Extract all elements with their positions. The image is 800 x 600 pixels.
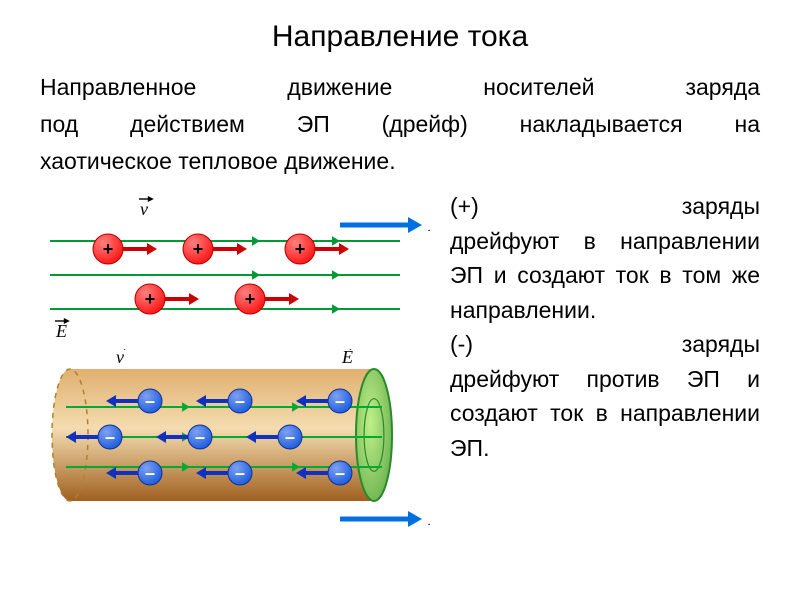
side-text-column: (+) заряды дрейфуют в направлении ЭП и с…: [450, 189, 760, 549]
svg-text:E: E: [341, 349, 353, 367]
para1-line1: (+) заряды: [450, 189, 760, 224]
content-row: + + + + + v E I – – – – – – – – – v E I (+) заряды дрейфую…: [40, 189, 760, 549]
svg-text:I: I: [427, 508, 430, 530]
negative-charges-diagram: – – – – – – – – – v E I: [40, 349, 430, 549]
svg-text:–: –: [285, 427, 295, 447]
para2-line1: (-) заряды: [450, 327, 760, 362]
diagrams-column: + + + + + v E I – – – – – – – – – v E I: [40, 189, 430, 549]
svg-text:I: I: [427, 214, 430, 236]
svg-text:+: +: [245, 289, 256, 309]
positive-charges-diagram: + + + + + v E I: [40, 189, 430, 349]
intro-l2: под действием ЭП (дрейф) накладывается н…: [40, 109, 760, 140]
svg-text:E: E: [55, 321, 67, 341]
svg-text:v: v: [116, 349, 124, 367]
svg-text:–: –: [235, 391, 245, 411]
intro-l3: хаотическое тепловое движение.: [40, 146, 760, 177]
para1-rest: дрейфуют в направлении ЭП и создают ток …: [450, 224, 760, 328]
svg-text:–: –: [105, 427, 115, 447]
svg-text:–: –: [235, 463, 245, 483]
intro-l1: Направленное движение носителей заряда: [40, 72, 760, 103]
svg-text:v: v: [140, 199, 148, 219]
svg-text:–: –: [145, 391, 155, 411]
svg-text:–: –: [195, 427, 205, 447]
svg-text:+: +: [145, 289, 156, 309]
svg-text:+: +: [103, 239, 114, 259]
svg-text:–: –: [335, 391, 345, 411]
para2-rest: дрейфуют против ЭП и создают ток в напра…: [450, 362, 760, 466]
page-title: Направление тока: [40, 20, 760, 54]
svg-text:+: +: [295, 239, 306, 259]
svg-text:–: –: [335, 463, 345, 483]
svg-text:–: –: [145, 463, 155, 483]
svg-text:+: +: [193, 239, 204, 259]
